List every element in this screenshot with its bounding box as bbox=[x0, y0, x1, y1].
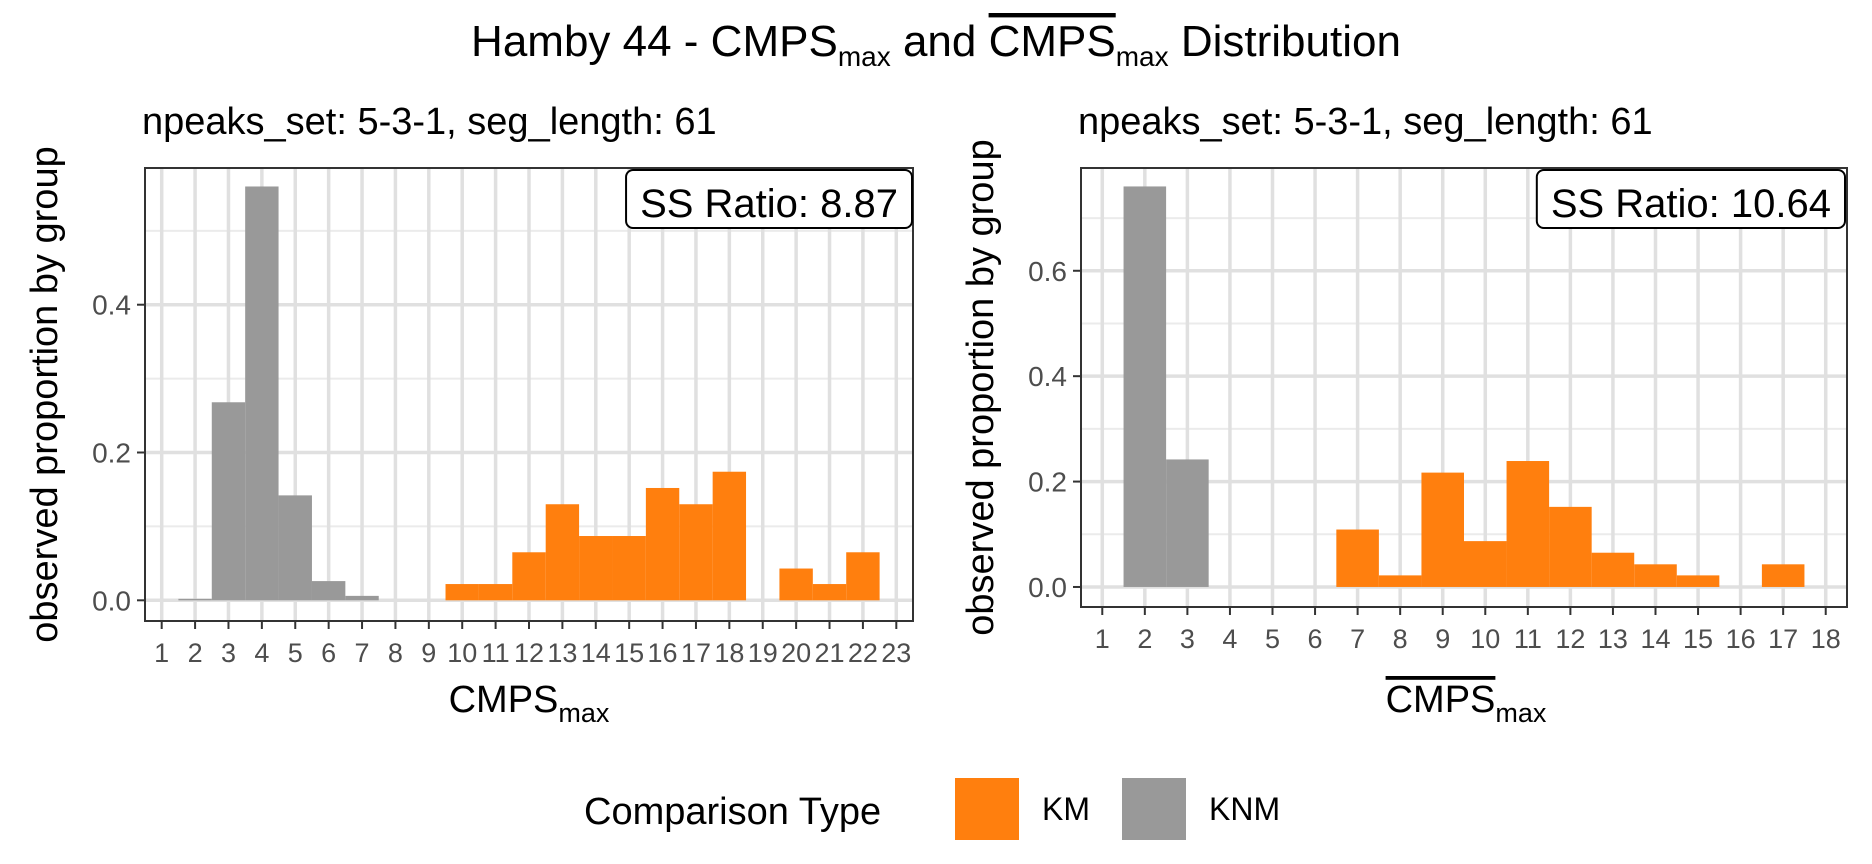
bar-km bbox=[545, 504, 580, 601]
bar-km bbox=[478, 584, 513, 601]
ss-ratio-label: SS Ratio: 8.87 bbox=[640, 182, 898, 226]
bar-knm bbox=[245, 186, 279, 601]
x-tick-label: 15 bbox=[614, 638, 644, 668]
y-tick-label: 0.0 bbox=[1028, 572, 1067, 603]
x-tick-label: 17 bbox=[681, 638, 711, 668]
x-axis-title: CMPSmax bbox=[1386, 679, 1547, 728]
x-tick-label: 9 bbox=[1435, 624, 1450, 654]
x-tick-label: 2 bbox=[188, 638, 203, 668]
bar-km bbox=[1549, 506, 1592, 587]
x-tick-label: 1 bbox=[1095, 624, 1110, 654]
bar-knm bbox=[1123, 186, 1167, 587]
x-tick-label: 3 bbox=[221, 638, 236, 668]
x-tick-label: 7 bbox=[355, 638, 370, 668]
y-tick-label: 0.2 bbox=[92, 438, 131, 469]
x-tick-label: 13 bbox=[547, 638, 577, 668]
x-tick-label: 11 bbox=[482, 638, 510, 668]
legend-label-knm: KNM bbox=[1209, 791, 1280, 827]
bar-knm bbox=[311, 581, 346, 601]
x-tick-label: 12 bbox=[1555, 624, 1585, 654]
x-tick-label: 11 bbox=[1514, 624, 1542, 654]
bar-knm bbox=[211, 402, 246, 601]
x-tick-label: 19 bbox=[748, 638, 778, 668]
x-tick-label: 4 bbox=[254, 638, 269, 668]
bar-km bbox=[712, 471, 747, 601]
x-tick-label: 5 bbox=[288, 638, 303, 668]
x-tick-label: 6 bbox=[321, 638, 336, 668]
x-tick-label: 6 bbox=[1308, 624, 1323, 654]
x-tick-label: 8 bbox=[1393, 624, 1408, 654]
panel-subtitle: npeaks_set: 5-3-1, seg_length: 61 bbox=[142, 101, 717, 143]
ss-ratio-label: SS Ratio: 10.64 bbox=[1551, 182, 1831, 226]
x-tick-label: 14 bbox=[1640, 624, 1670, 654]
x-tick-label: 3 bbox=[1180, 624, 1195, 654]
x-tick-label: 2 bbox=[1137, 624, 1152, 654]
x-tick-label: 8 bbox=[388, 638, 403, 668]
x-axis-title: CMPSmax bbox=[449, 679, 610, 728]
x-tick-label: 16 bbox=[1726, 624, 1756, 654]
legend-title: Comparison Type bbox=[584, 791, 881, 833]
x-tick-label: 16 bbox=[648, 638, 678, 668]
legend: Comparison Type KM KNM bbox=[584, 778, 1280, 840]
bar-km bbox=[1591, 552, 1635, 587]
bar-knm bbox=[278, 495, 312, 601]
x-tick-label: 23 bbox=[881, 638, 911, 668]
bar-km bbox=[679, 504, 713, 601]
legend-swatch-knm bbox=[1122, 778, 1186, 840]
y-tick-label: 0.2 bbox=[1028, 467, 1067, 498]
x-tick-label: 7 bbox=[1350, 624, 1365, 654]
panel-right: npeaks_set: 5-3-1, seg_length: 61 SS Rati… bbox=[960, 101, 1848, 728]
bar-km bbox=[779, 568, 813, 601]
y-tick-label: 0.6 bbox=[1028, 256, 1067, 287]
ss-ratio-box bbox=[1535, 169, 1846, 229]
bar-km bbox=[812, 584, 847, 601]
bar-km bbox=[1464, 541, 1507, 587]
x-tick-label: 21 bbox=[814, 638, 844, 668]
x-tick-label: 12 bbox=[514, 638, 544, 668]
bar-knm bbox=[345, 595, 379, 601]
bar-km bbox=[612, 536, 646, 601]
bar-km bbox=[1676, 575, 1720, 587]
bar-km bbox=[579, 536, 613, 601]
x-tick-label: 20 bbox=[781, 638, 811, 668]
x-tick-label: 13 bbox=[1598, 624, 1628, 654]
legend-swatch-km bbox=[955, 778, 1019, 840]
ss-ratio-box bbox=[625, 169, 913, 229]
figure-title: Hamby 44 - CMPSmax and CMPSmax Distribut… bbox=[471, 17, 1401, 72]
panel-subtitle: npeaks_set: 5-3-1, seg_length: 61 bbox=[1078, 101, 1653, 143]
x-tick-label: 17 bbox=[1768, 624, 1798, 654]
x-tick-label: 4 bbox=[1222, 624, 1237, 654]
y-axis-title: observed proportion by group bbox=[24, 146, 66, 642]
bar-knm bbox=[178, 598, 212, 601]
x-tick-label: 9 bbox=[421, 638, 436, 668]
x-tick-label: 10 bbox=[447, 638, 477, 668]
bar-km bbox=[1506, 461, 1550, 587]
x-tick-label: 10 bbox=[1470, 624, 1500, 654]
bar-km bbox=[1634, 564, 1677, 587]
y-tick-label: 0.4 bbox=[1028, 361, 1067, 392]
bar-knm bbox=[1166, 459, 1209, 587]
y-tick-label: 0.0 bbox=[92, 585, 131, 616]
x-tick-label: 15 bbox=[1683, 624, 1713, 654]
x-tick-label: 14 bbox=[581, 638, 611, 668]
x-tick-label: 1 bbox=[154, 638, 169, 668]
y-tick-label: 0.4 bbox=[92, 290, 131, 321]
bar-km bbox=[512, 552, 546, 601]
x-tick-label: 18 bbox=[1811, 624, 1841, 654]
x-tick-label: 18 bbox=[714, 638, 744, 668]
bar-km bbox=[846, 552, 880, 601]
bar-km bbox=[445, 584, 479, 601]
x-tick-label: 5 bbox=[1265, 624, 1280, 654]
x-tick-label: 22 bbox=[848, 638, 878, 668]
bar-km bbox=[1761, 564, 1805, 587]
bar-km bbox=[1378, 575, 1422, 587]
legend-label-km: KM bbox=[1042, 791, 1090, 827]
panel-border bbox=[1080, 167, 1848, 608]
bar-km bbox=[1336, 529, 1379, 587]
panel-left: npeaks_set: 5-3-1, seg_length: 61 SS Rati… bbox=[24, 101, 914, 728]
bar-km bbox=[645, 487, 680, 601]
y-axis-title: observed proportion by group bbox=[960, 139, 1002, 635]
bar-km bbox=[1421, 472, 1464, 587]
